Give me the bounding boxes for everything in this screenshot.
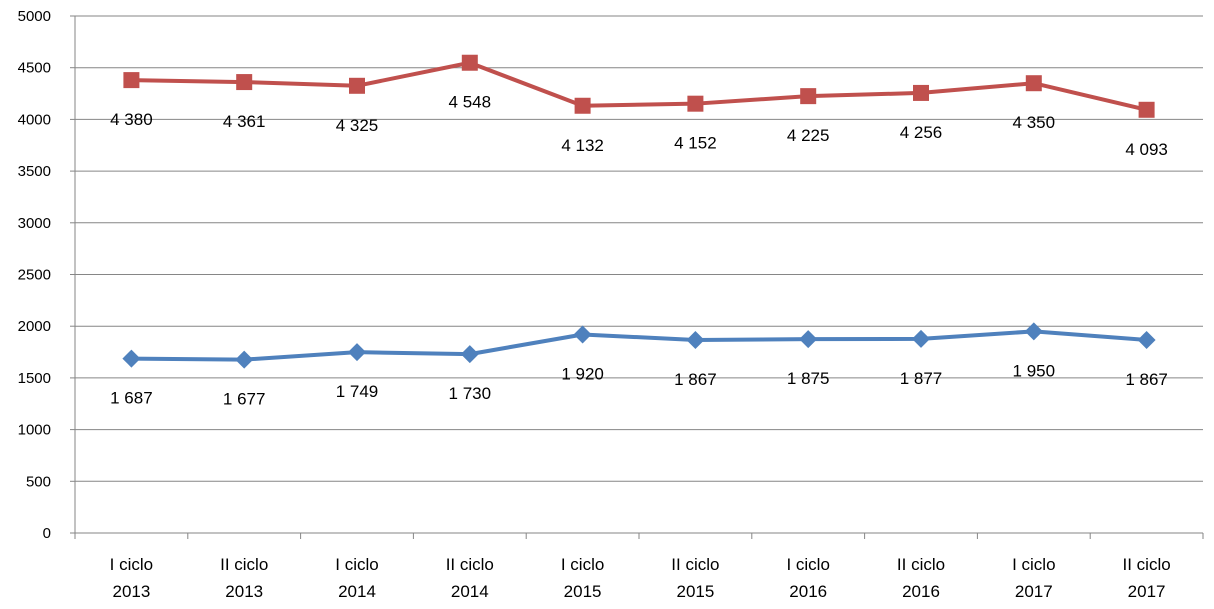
marker xyxy=(687,95,704,112)
y-tick-label: 2000 xyxy=(18,318,51,335)
data-label: 1 867 xyxy=(1125,370,1168,389)
marker xyxy=(461,54,478,71)
data-label: 1 920 xyxy=(561,364,604,383)
y-tick-label: 3000 xyxy=(18,215,51,232)
x-tick-label: II ciclo 2016 xyxy=(897,555,945,601)
x-tick-label: I ciclo 2016 xyxy=(786,555,829,601)
y-tick-label: 5000 xyxy=(18,8,51,25)
data-label: 1 867 xyxy=(674,370,717,389)
data-label: 4 380 xyxy=(110,110,153,129)
marker xyxy=(349,77,365,94)
data-label: 1 875 xyxy=(787,369,830,388)
series-line xyxy=(131,60,1148,112)
data-label: 1 950 xyxy=(1013,361,1056,380)
data-label: 4 350 xyxy=(1013,113,1056,132)
data-label: 4 225 xyxy=(787,126,830,145)
data-label: 4 361 xyxy=(223,112,266,131)
x-tick-label: II ciclo 2017 xyxy=(1123,555,1171,601)
marker xyxy=(1024,322,1043,341)
x-tick-label: II ciclo 2014 xyxy=(446,555,494,601)
x-tick-label: II ciclo 2013 xyxy=(220,555,268,601)
x-tick-label: I ciclo 2015 xyxy=(561,555,604,601)
data-label: 4 256 xyxy=(900,123,943,142)
x-tick-label: I ciclo 2017 xyxy=(1012,555,1055,601)
data-label: 1 730 xyxy=(449,384,492,403)
data-label: 1 687 xyxy=(110,389,153,408)
marker xyxy=(799,330,818,349)
x-tick-label: I ciclo 2013 xyxy=(110,555,153,601)
data-label: 4 093 xyxy=(1125,140,1168,159)
series-line xyxy=(131,329,1147,362)
y-tick-label: 0 xyxy=(43,525,51,542)
marker xyxy=(1025,75,1042,92)
x-tick-label: I ciclo 2014 xyxy=(335,555,378,601)
marker xyxy=(348,343,366,362)
y-tick-label: 4500 xyxy=(18,60,51,77)
y-tick-label: 3500 xyxy=(18,163,51,180)
x-tick-label: II ciclo 2015 xyxy=(671,555,719,601)
marker xyxy=(913,84,929,101)
y-tick-label: 2500 xyxy=(18,267,51,284)
marker xyxy=(574,97,591,114)
data-label: 1 877 xyxy=(900,369,943,388)
y-tick-label: 1000 xyxy=(18,422,51,439)
marker xyxy=(460,345,479,364)
data-label: 4 152 xyxy=(674,134,717,153)
y-tick-label: 500 xyxy=(26,473,51,490)
data-label: 4 325 xyxy=(336,116,379,135)
data-label: 1 749 xyxy=(336,382,379,401)
marker xyxy=(122,349,141,368)
marker xyxy=(1138,101,1155,118)
data-label: 1 677 xyxy=(223,390,266,409)
marker xyxy=(800,88,817,105)
data-label: 4 548 xyxy=(449,93,492,112)
y-tick-label: 1500 xyxy=(18,370,51,387)
marker xyxy=(1137,330,1156,349)
marker xyxy=(236,74,253,91)
marker xyxy=(573,325,592,344)
marker xyxy=(235,350,254,369)
marker xyxy=(686,330,705,349)
marker xyxy=(123,72,140,89)
marker xyxy=(912,329,930,348)
data-label: 4 132 xyxy=(561,136,604,155)
y-tick-label: 4000 xyxy=(18,111,51,128)
